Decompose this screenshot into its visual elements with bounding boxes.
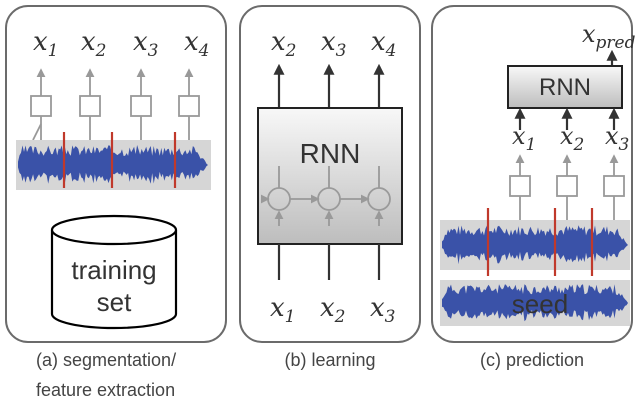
output-label-x2: x2 xyxy=(271,27,297,61)
rnn-block-label: RNN xyxy=(300,138,361,169)
rnn-small-label: RNN xyxy=(539,74,591,101)
panel-c-input-labels: x1 x2 x3 xyxy=(512,122,629,155)
panel-b-output-labels: x2 x3 x4 xyxy=(271,27,397,61)
panel-a: x1 x2 x3 x4 xyxy=(5,5,227,343)
database-label-line2: set xyxy=(97,287,132,317)
panel-c-segmented-waveform xyxy=(440,208,630,276)
panel-a-waveform xyxy=(16,132,211,190)
panel-b-output-arrows xyxy=(273,63,385,108)
training-set-database: training set xyxy=(50,214,178,330)
panel-c-extractors xyxy=(509,154,625,220)
feature-label-1: x1 xyxy=(33,27,59,61)
feature-label-4: x4 xyxy=(184,27,210,61)
panel-c-input-arrows xyxy=(514,107,620,130)
panel-a-extractors xyxy=(30,68,200,141)
feature-label-3: x3 xyxy=(133,27,159,61)
caption-a-line2: feature extraction xyxy=(36,380,175,400)
panel-c: xpred RNN x1 x2 x3 xyxy=(431,5,636,343)
input-label-x2: x2 xyxy=(320,293,346,327)
hidden-state-chain xyxy=(260,166,391,226)
prediction-label: xpred xyxy=(582,20,636,53)
seed-feature-x1: x1 xyxy=(512,122,536,155)
seed-feature-x3: x3 xyxy=(605,122,629,155)
seed-waveform: seed xyxy=(440,280,630,326)
input-label-x3: x3 xyxy=(370,293,396,327)
input-label-x1: x1 xyxy=(270,293,296,327)
rnn-block xyxy=(257,107,403,245)
output-label-x4: x4 xyxy=(371,27,397,61)
panel-a-feature-labels: x1 x2 x3 x4 xyxy=(33,27,210,61)
seed-feature-x2: x2 xyxy=(560,122,584,155)
caption-c: (c) prediction xyxy=(480,350,584,370)
seed-label: seed xyxy=(512,289,568,319)
panel-b-input-arrows xyxy=(277,244,381,280)
feature-label-2: x2 xyxy=(81,27,107,61)
database-label-line1: training xyxy=(71,255,156,285)
panel-b-input-labels: x1 x2 x3 xyxy=(270,293,396,327)
caption-a-line1: (a) segmentation/ xyxy=(36,350,176,370)
caption-b: (b) learning xyxy=(284,350,375,370)
panel-b: x2 x3 x4 RNN xyxy=(239,5,421,343)
output-label-x3: x3 xyxy=(321,27,347,61)
